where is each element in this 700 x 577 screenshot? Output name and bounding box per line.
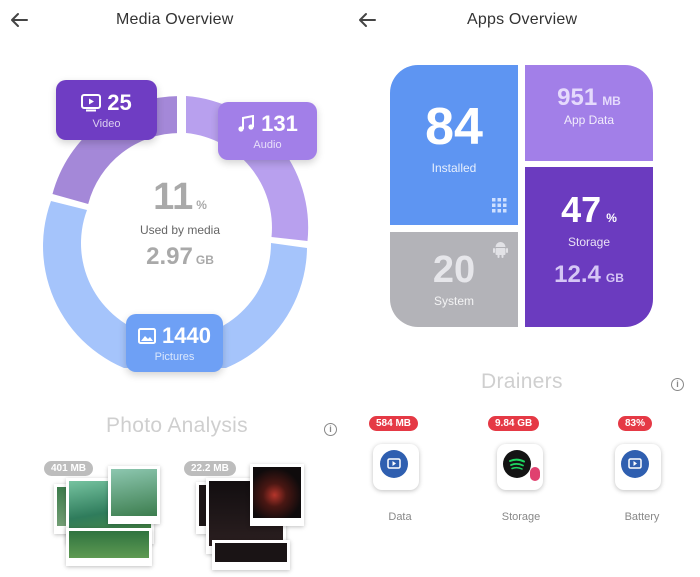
apps-overview-title: Apps Overview (467, 11, 578, 28)
donut-segment-pictures (43, 201, 307, 368)
photo-group-size-badge: 401 MB (44, 461, 94, 476)
photo-thumb (66, 528, 152, 566)
drainer-value-badge: 83% (618, 416, 653, 431)
audio-badge[interactable]: 131 Audio (218, 102, 317, 160)
percent-unit: % (196, 198, 207, 212)
used-size-unit: GB (195, 253, 214, 267)
video-icon (387, 458, 401, 469)
storage-size: 12.4 (554, 261, 601, 288)
photo-thumb (250, 464, 304, 526)
drainer-label: Data (388, 511, 412, 523)
installed-count: 84 (425, 98, 483, 156)
drainer-label: Battery (624, 511, 660, 523)
drainers-title: Drainers (481, 370, 563, 393)
video-icon (81, 94, 102, 112)
pictures-badge[interactable]: 1440 Pictures (126, 314, 223, 372)
music-note-icon (238, 115, 255, 132)
used-size: 2.97 (146, 243, 193, 270)
storage-percent: 47 (561, 189, 602, 230)
back-arrow-icon[interactable] (356, 9, 378, 31)
used-percent: 11 (153, 176, 194, 218)
video-count: 25 (107, 90, 132, 115)
photo-analysis-title: Photo Analysis (106, 414, 248, 437)
app-icon-peek (530, 467, 540, 481)
app-icon (621, 450, 649, 478)
media-overview-title: Media Overview (116, 11, 234, 28)
installed-label: Installed (431, 161, 477, 175)
pictures-label: Pictures (154, 351, 195, 363)
storage-tile[interactable]: 47% Storage 12.4 GB (525, 167, 653, 327)
grid-icon (492, 198, 507, 213)
photo-thumb (108, 466, 160, 524)
drainer-value-badge: 584 MB (369, 416, 419, 431)
app-data-unit: MB (602, 94, 621, 108)
system-count: 20 (432, 249, 476, 291)
app-data-label: App Data (563, 113, 615, 127)
donut-segment-audio (186, 96, 309, 241)
app-data-tile[interactable]: 951 MB App Data (525, 65, 653, 161)
used-by-media-label: Used by media (139, 223, 221, 237)
image-icon (138, 328, 157, 344)
audio-count: 131 (261, 111, 298, 136)
storage-size-unit: GB (605, 271, 624, 285)
info-icon[interactable]: i (324, 423, 337, 436)
video-label: Video (92, 118, 121, 130)
audio-label: Audio (253, 139, 282, 151)
app-icon (380, 450, 408, 478)
photo-thumb (212, 540, 290, 570)
storage-label: Storage (567, 235, 611, 249)
video-icon (628, 458, 642, 469)
system-label: System (433, 294, 474, 308)
photo-group-size-badge: 22.2 MB (184, 461, 236, 476)
video-badge[interactable]: 25 Video (56, 80, 157, 140)
system-tile[interactable]: 20 System (390, 232, 518, 327)
pictures-count: 1440 (162, 323, 211, 348)
installed-tile[interactable]: 84 Installed (390, 65, 518, 225)
back-arrow-icon[interactable] (8, 9, 30, 31)
drainer-value-badge: 9.84 GB (488, 416, 540, 431)
spotify-icon (503, 450, 531, 478)
app-data-value: 951 (557, 84, 598, 111)
android-icon (493, 242, 508, 258)
drainer-label: Storage (501, 511, 541, 523)
donut-center: 11% Used by media 2.97 GB (110, 176, 250, 271)
storage-percent-unit: % (606, 211, 617, 225)
info-icon[interactable]: i (671, 378, 684, 391)
